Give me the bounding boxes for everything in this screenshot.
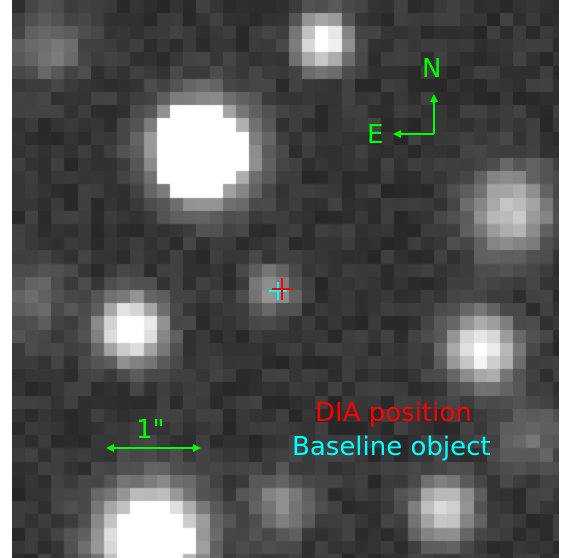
east-arrowhead-icon <box>393 130 401 138</box>
compass-north-label: N <box>422 54 442 84</box>
compass <box>393 94 438 138</box>
scale-bar-label: 1" <box>136 415 165 445</box>
pixelated-star-field <box>12 0 559 558</box>
astronomical-cutout-image: N E 1" DIA position Baseline object <box>12 0 559 558</box>
scale-bar <box>106 444 201 452</box>
scale-bar-right-arrowhead-icon <box>193 444 201 452</box>
scale-bar-left-arrowhead-icon <box>106 444 114 452</box>
legend-baseline-object: Baseline object <box>292 432 491 462</box>
annotation-overlay <box>106 94 438 452</box>
target-markers <box>269 278 293 300</box>
compass-east-label: E <box>367 120 384 150</box>
legend-dia-position: DIA position <box>315 398 472 428</box>
north-arrowhead-icon <box>430 94 438 102</box>
